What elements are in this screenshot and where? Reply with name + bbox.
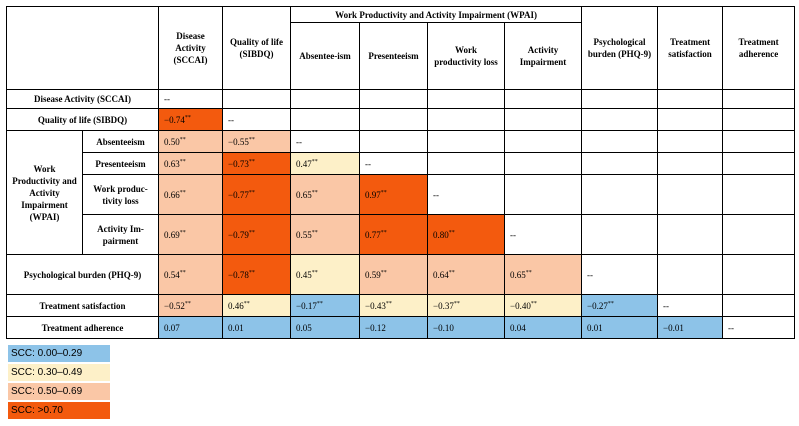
correlation-cell: 0.66**	[158, 174, 223, 215]
col-header-absenteeism: Absentee-ism	[290, 22, 360, 90]
col-header-treatment-adherence: Treatment adherence	[722, 6, 796, 90]
diagonal-cell: --	[722, 316, 796, 339]
correlation-cell: 0.46**	[222, 294, 291, 317]
correlation-cell: −0.37**	[427, 294, 505, 317]
diagonal-cell: --	[503, 214, 583, 255]
col-header-activity-impairment: Activity Impairment	[503, 22, 583, 90]
row-header-presenteeism: Presenteeism	[82, 152, 159, 175]
diagonal-cell: --	[222, 108, 291, 131]
correlation-cell: 0.07	[158, 316, 223, 339]
row-header-quality-of-life: Quality of life (SIBDQ)	[6, 108, 159, 131]
correlation-cell: 0.45**	[290, 254, 360, 295]
row-header-disease-activity: Disease Activity (SCCAI)	[6, 89, 159, 109]
table-row: Quality of life (SIBDQ) −0.74** --	[6, 108, 796, 131]
diagonal-cell: --	[290, 130, 360, 153]
correlation-cell: −0.27**	[581, 294, 659, 317]
table-row: Activity Im-pairment 0.69** −0.79** 0.55**…	[7, 214, 796, 255]
correlation-cell: −0.79**	[222, 214, 291, 255]
legend-item: SCC: 0.30–0.49	[8, 364, 110, 381]
col-header-work-productivity-loss: Work productivity loss	[427, 22, 505, 90]
correlation-cell: 0.55**	[290, 214, 360, 255]
diagonal-cell: --	[657, 294, 724, 317]
color-legend: SCC: 0.00–0.29 SCC: 0.30–0.49 SCC: 0.50–…	[8, 345, 110, 421]
correlation-cell: −0.55**	[222, 130, 291, 153]
correlation-cell: −0.73**	[222, 152, 291, 175]
diagonal-cell: --	[581, 254, 659, 295]
legend-item: SCC: 0.00–0.29	[8, 345, 110, 362]
legend-item: SCC: 0.50–0.69	[8, 383, 110, 400]
correlation-cell: 0.63**	[158, 152, 223, 175]
col-header-treatment-satisfaction: Treatment satisfaction	[657, 6, 724, 90]
correlation-cell: −0.12	[359, 316, 428, 339]
correlation-cell: 0.65**	[290, 174, 360, 215]
table-row: Treatment satisfaction −0.52** 0.46** −0.1…	[6, 294, 796, 317]
correlation-cell: −0.77**	[222, 174, 291, 215]
col-header-quality-of-life: Quality of life (SIBDQ)	[222, 6, 291, 90]
row-header-wpai-group: Work Productivity and Activity Impairmen…	[6, 130, 83, 255]
row-header-treatment-adherence: Treatment adherence	[6, 316, 159, 339]
table-row: Work produc-tivity loss 0.66** −0.77** 0.6…	[7, 174, 796, 215]
row-header-absenteeism: Absenteeism	[82, 130, 159, 153]
row-header-treatment-satisfaction: Treatment satisfaction	[6, 294, 159, 317]
correlation-cell: 0.50**	[158, 130, 223, 153]
row-header-work-productivity-loss: Work produc-tivity loss	[82, 174, 159, 215]
diagonal-cell: --	[427, 174, 505, 215]
row-header-activity-impairment: Activity Im-pairment	[82, 214, 159, 255]
correlation-cell: 0.80**	[427, 214, 505, 255]
diagonal-cell: --	[158, 89, 223, 109]
table-row: Presenteeism 0.63** −0.73** 0.47** --	[7, 152, 796, 175]
correlation-cell: 0.64**	[427, 254, 505, 295]
correlation-cell: 0.97**	[359, 174, 428, 215]
correlation-cell: −0.43**	[359, 294, 428, 317]
correlation-cell: −0.40**	[503, 294, 583, 317]
diagonal-cell: --	[359, 152, 428, 175]
correlation-cell: 0.77**	[359, 214, 428, 255]
correlation-cell: 0.59**	[359, 254, 428, 295]
correlation-cell: 0.54**	[158, 254, 223, 295]
table-row: Treatment adherence 0.07 0.01 0.05 −0.12 −0.…	[6, 316, 796, 339]
correlation-cell: 0.01	[581, 316, 659, 339]
col-header-presenteeism: Presenteeism	[359, 22, 428, 90]
header-corner	[6, 6, 159, 90]
col-header-psych-burden: Psychological burden (PHQ-9)	[581, 6, 659, 90]
correlation-cell: 0.65**	[503, 254, 583, 295]
correlation-cell: −0.10	[427, 316, 505, 339]
col-header-wpai-group: Work Productivity and Activity Impairmen…	[289, 6, 583, 23]
correlation-cell: 0.01	[222, 316, 291, 339]
table-row: Psychological burden (PHQ-9) 0.54** −0.78…	[6, 254, 796, 295]
legend-item: SCC: >0.70	[8, 402, 110, 419]
correlation-cell: −0.17**	[290, 294, 360, 317]
correlation-cell: −0.78**	[222, 254, 291, 295]
col-header-disease-activity: Disease Activity (SCCAI)	[158, 6, 223, 90]
row-header-psych-burden: Psychological burden (PHQ-9)	[6, 254, 159, 295]
correlation-cell: −0.52**	[158, 294, 223, 317]
table-row: Work Productivity and Activity Impairmen…	[6, 130, 796, 255]
correlation-cell: 0.69**	[158, 214, 223, 255]
table-row: Disease Activity (SCCAI) --	[6, 89, 796, 109]
correlation-cell: 0.04	[503, 316, 583, 339]
correlation-cell: 0.05	[290, 316, 360, 339]
correlation-table: Disease Activity (SCCAI) Quality of life…	[6, 6, 796, 339]
correlation-cell: −0.74**	[158, 108, 223, 131]
correlation-cell: −0.01	[657, 316, 724, 339]
correlation-cell: 0.47**	[290, 152, 360, 175]
